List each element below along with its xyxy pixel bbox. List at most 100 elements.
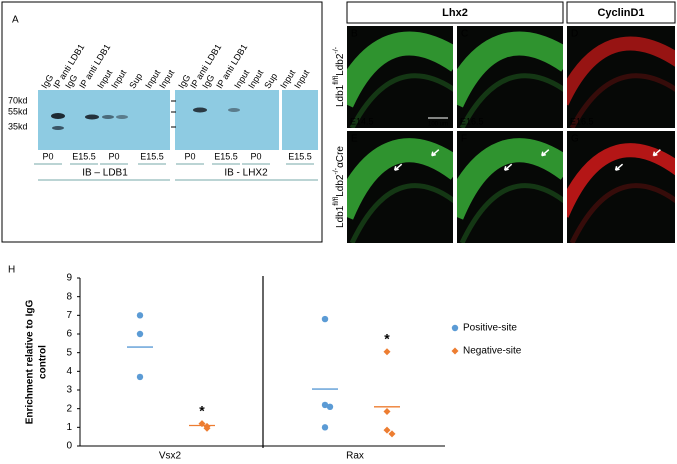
tissue-inner	[459, 183, 563, 243]
band	[116, 115, 128, 119]
band	[228, 108, 240, 112]
y-axis-label: Enrichment relative to IgG	[25, 300, 36, 425]
stage-label: E15.5	[288, 151, 312, 161]
lane-label: Sup	[127, 71, 144, 90]
lane-label: Sup	[262, 71, 279, 90]
significance: *	[384, 330, 390, 346]
stage-label: P0	[108, 151, 119, 161]
y-tick-label: 6	[66, 329, 72, 340]
x-tick-label: Rax	[346, 451, 364, 462]
panel-label: G	[571, 134, 579, 145]
header-label: CyclinD1	[597, 7, 644, 19]
arrow	[431, 149, 440, 157]
legend-label: Positive-site	[463, 323, 517, 334]
y-tick-label: 7	[66, 310, 72, 321]
tissue-inner	[459, 73, 563, 128]
tissue	[567, 36, 675, 128]
stage-label: P0	[42, 151, 53, 161]
tissue-band	[347, 138, 453, 220]
stage-label: E15.5	[72, 151, 96, 161]
marker-label: 55kd	[8, 106, 28, 116]
stage-label: E16.5	[460, 116, 484, 126]
panel-label: B	[351, 29, 358, 40]
tissue-band	[567, 143, 675, 218]
band	[193, 107, 207, 113]
panel-label: A	[12, 15, 19, 26]
legend-marker	[451, 324, 459, 332]
point	[203, 424, 211, 432]
band	[85, 114, 99, 120]
stage-label: E16.5	[570, 116, 594, 126]
row-label-part: fl/fl	[333, 196, 340, 205]
row-label-part: Ldb2	[335, 53, 346, 76]
tissue	[457, 31, 563, 128]
legend-label: Negative-site	[463, 346, 522, 357]
y-tick-label: 8	[66, 291, 72, 302]
point	[383, 407, 391, 415]
arrow	[652, 149, 661, 157]
y-tick-label: 1	[66, 422, 72, 433]
row-label-part: fl/fl	[333, 75, 340, 84]
stage-label: E15.5	[214, 151, 238, 161]
lane-label: Input	[292, 68, 311, 91]
lane-label: Input	[246, 68, 265, 91]
point	[326, 403, 334, 410]
y-tick-label: 5	[66, 347, 72, 358]
row-label-part: -/-	[333, 46, 340, 53]
marker-label: 35kd	[8, 121, 28, 131]
point	[136, 373, 144, 381]
panel-label: F	[461, 134, 467, 145]
blot	[282, 90, 318, 150]
point	[383, 348, 391, 356]
tissue-inner	[349, 73, 453, 128]
arrow	[541, 149, 550, 157]
point	[383, 426, 391, 434]
row-label-part: Ldb1	[335, 205, 346, 228]
blot-label: IB – LDB1	[82, 168, 128, 179]
y-axis-label: control	[38, 345, 49, 379]
tissue-inner	[569, 183, 675, 243]
lane-label: Input	[157, 68, 176, 91]
tissue	[457, 138, 563, 243]
blot-label: IB - LHX2	[224, 168, 268, 179]
row-label-part: αCre	[335, 146, 346, 168]
tissue-band	[567, 36, 675, 106]
band	[52, 126, 64, 130]
point	[321, 401, 329, 409]
panel-label: C	[461, 29, 468, 40]
panel-label: H	[8, 265, 15, 276]
tissue	[347, 138, 453, 243]
point	[321, 424, 329, 431]
tissue	[567, 143, 675, 243]
significance: *	[199, 402, 205, 418]
y-tick-label: 4	[66, 366, 72, 377]
point	[388, 430, 396, 438]
panel-label: D	[571, 29, 578, 40]
tissue-band	[457, 31, 563, 108]
lane-label: Input	[109, 68, 128, 91]
point	[136, 312, 144, 319]
tissue-band	[457, 138, 563, 220]
point	[321, 315, 329, 323]
band	[51, 113, 65, 119]
stage-label: P0	[250, 151, 261, 161]
y-tick-label: 0	[66, 441, 72, 452]
point	[136, 330, 144, 338]
legend-marker	[451, 347, 459, 355]
arrow	[503, 163, 513, 171]
tissue-inner	[349, 183, 453, 243]
panel-a-frame	[1, 1, 323, 243]
arrow	[393, 163, 403, 171]
scale-label: 100 um	[428, 122, 448, 128]
arrow	[614, 163, 624, 171]
header-label: Lhx2	[442, 7, 468, 19]
row-label-part: Ldb1	[335, 84, 346, 107]
row-label: Ldb1fl/flLdb2-/-αCre	[333, 146, 345, 228]
tissue-band	[347, 31, 453, 108]
header-box	[566, 1, 676, 24]
y-tick-label: 9	[66, 273, 72, 284]
stage-label: P0	[184, 151, 195, 161]
header-box	[346, 1, 564, 24]
row-label: Ldb1fl/flLdb2-/-	[333, 46, 345, 107]
panel-label: E	[351, 134, 358, 145]
